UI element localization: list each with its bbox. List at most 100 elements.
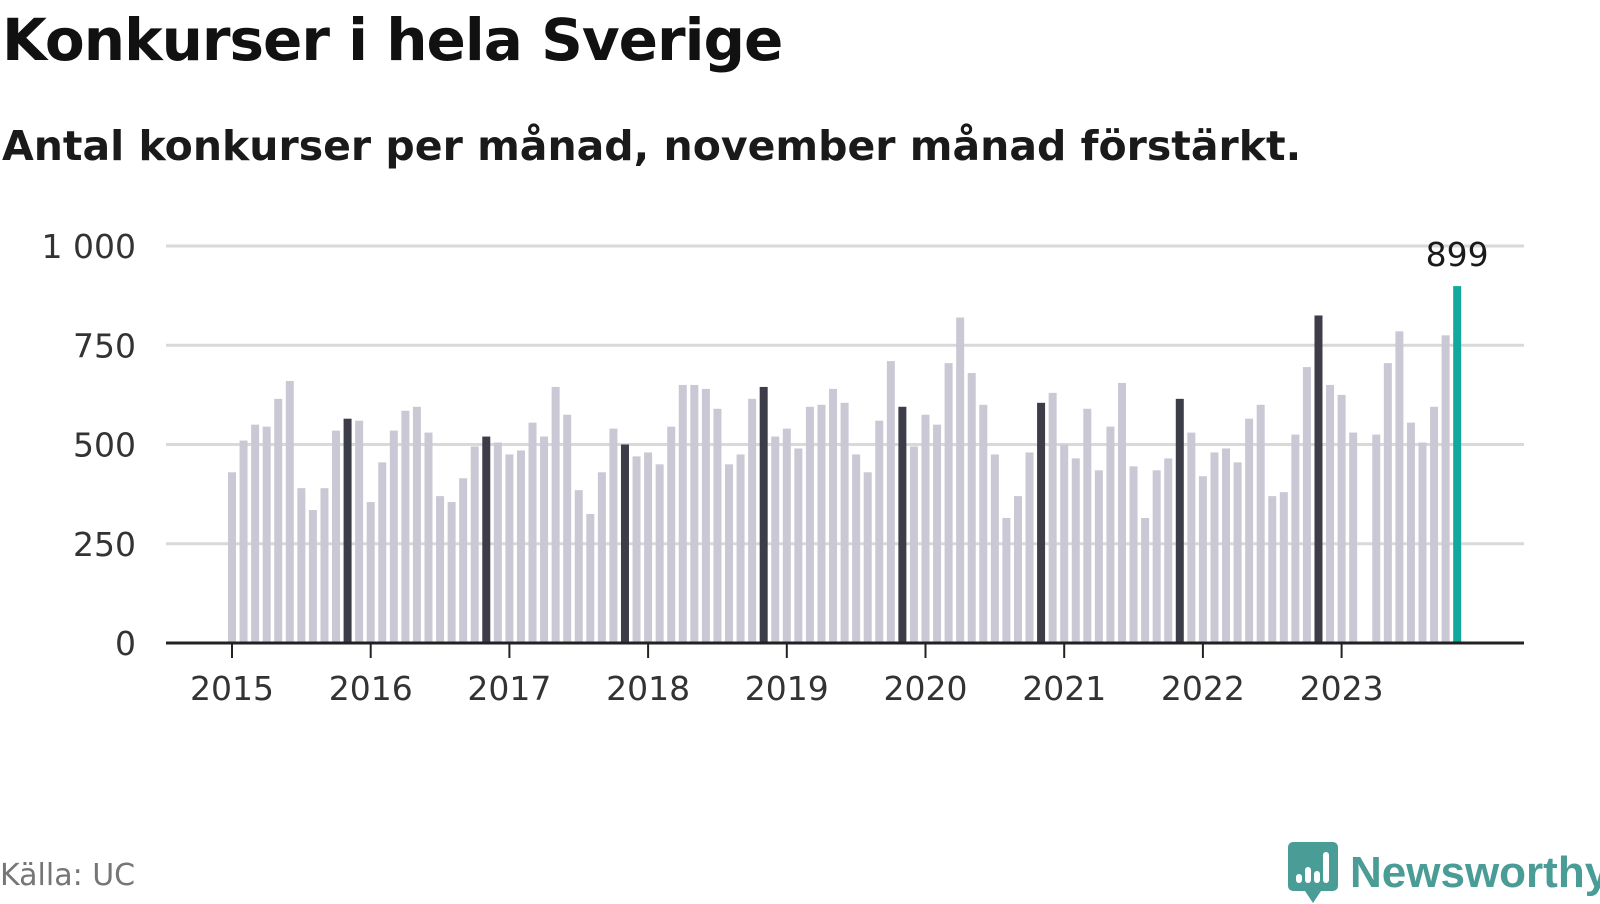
month-bar bbox=[412, 406, 421, 643]
month-bar bbox=[378, 462, 387, 643]
newsworthy-logo-icon bbox=[1288, 842, 1338, 903]
month-bar bbox=[366, 502, 375, 643]
month-bar bbox=[459, 478, 468, 643]
month-bar bbox=[805, 406, 814, 643]
month-bar bbox=[990, 454, 999, 643]
month-bar bbox=[944, 363, 953, 643]
data-labels: 899 bbox=[1426, 235, 1489, 274]
month-bar bbox=[678, 384, 687, 643]
bar-chart: 0 250 500 750 1 000 2015 2016 2017 2018 2019 2020… bbox=[42, 227, 1524, 708]
y-tick-label: 500 bbox=[73, 426, 136, 465]
latest-value-label: 899 bbox=[1426, 235, 1489, 274]
month-bar bbox=[1406, 422, 1415, 643]
month-bar bbox=[921, 414, 930, 643]
brand-logo: Newsworthy bbox=[1288, 842, 1600, 904]
november-bar bbox=[620, 444, 629, 643]
month-bar bbox=[528, 422, 537, 643]
month-bar bbox=[1337, 394, 1346, 644]
month-bar bbox=[667, 426, 676, 643]
month-bar bbox=[632, 456, 641, 643]
month-bar bbox=[1187, 432, 1196, 643]
source-note: Källa: UC bbox=[0, 858, 136, 893]
month-bar bbox=[297, 488, 306, 643]
month-bar bbox=[1071, 458, 1080, 643]
x-tick-label: 2019 bbox=[745, 669, 829, 708]
month-bar bbox=[1060, 444, 1069, 643]
month-bar bbox=[736, 454, 745, 643]
month-bar bbox=[251, 424, 260, 643]
month-bar bbox=[1106, 426, 1115, 643]
month-bar bbox=[470, 446, 479, 643]
month-bar bbox=[1256, 404, 1265, 643]
month-bar bbox=[586, 513, 595, 643]
x-tick-label: 2020 bbox=[884, 669, 968, 708]
month-bar bbox=[1048, 392, 1057, 643]
month-bar bbox=[505, 454, 514, 643]
month-bar bbox=[1349, 432, 1358, 643]
month-bar bbox=[1418, 442, 1427, 643]
november-bar bbox=[1037, 402, 1046, 643]
month-bar bbox=[574, 490, 583, 643]
month-bar bbox=[909, 446, 918, 643]
month-bar bbox=[782, 428, 791, 643]
month-bar bbox=[320, 488, 329, 643]
month-bar bbox=[690, 384, 699, 643]
x-tick-label: 2021 bbox=[1022, 669, 1106, 708]
month-bar bbox=[563, 414, 572, 643]
month-bar bbox=[1430, 406, 1439, 643]
y-tick-label: 0 bbox=[115, 624, 136, 663]
month-bar bbox=[1198, 476, 1207, 643]
x-tick-label: 2017 bbox=[467, 669, 551, 708]
month-bar bbox=[956, 317, 965, 643]
month-bar bbox=[447, 502, 456, 643]
month-bar bbox=[1279, 492, 1288, 643]
month-bar bbox=[725, 464, 734, 643]
month-bar bbox=[875, 420, 884, 643]
month-bar bbox=[1117, 382, 1126, 643]
month-bar bbox=[713, 408, 722, 643]
month-bar bbox=[771, 436, 780, 643]
month-bar bbox=[1152, 470, 1161, 643]
month-bar bbox=[1002, 517, 1011, 643]
chart-subtitle: Antal konkurser per månad, november måna… bbox=[2, 122, 1302, 170]
month-bar bbox=[1129, 466, 1138, 643]
month-bar bbox=[852, 454, 861, 643]
month-bar bbox=[794, 448, 803, 643]
month-bar bbox=[274, 398, 283, 643]
y-tick-label: 1 000 bbox=[42, 227, 136, 266]
month-bar bbox=[1233, 462, 1242, 643]
month-bar bbox=[1383, 363, 1392, 643]
month-bar bbox=[1222, 448, 1231, 643]
november-bar bbox=[1314, 315, 1323, 643]
month-bar bbox=[840, 402, 849, 643]
month-bar bbox=[1083, 408, 1092, 643]
month-bar bbox=[308, 510, 317, 643]
month-bar bbox=[1025, 452, 1034, 643]
x-tick-label: 2015 bbox=[190, 669, 274, 708]
month-bar bbox=[1141, 517, 1150, 643]
november-bar bbox=[343, 418, 352, 643]
x-tick-label: 2022 bbox=[1161, 669, 1245, 708]
month-bar bbox=[332, 430, 341, 643]
month-bar bbox=[863, 472, 872, 643]
month-bar bbox=[239, 440, 248, 643]
month-bar bbox=[829, 388, 838, 643]
y-tick-label: 750 bbox=[73, 326, 136, 365]
month-bar bbox=[436, 496, 445, 643]
month-bar bbox=[355, 420, 364, 643]
y-tick-label: 250 bbox=[73, 525, 136, 564]
month-bar bbox=[655, 464, 664, 643]
month-bar bbox=[1441, 335, 1450, 643]
month-bar bbox=[979, 404, 988, 643]
month-bar bbox=[228, 472, 236, 643]
month-bar bbox=[389, 430, 398, 643]
y-axis-labels: 0 250 500 750 1 000 bbox=[42, 227, 136, 663]
month-bar bbox=[1164, 458, 1173, 643]
month-bar bbox=[540, 436, 549, 643]
latest-bar bbox=[1453, 286, 1462, 643]
month-bar bbox=[493, 442, 502, 643]
month-bar bbox=[1210, 452, 1219, 643]
month-bar bbox=[424, 432, 433, 643]
x-tick-label: 2018 bbox=[606, 669, 690, 708]
november-bar bbox=[898, 406, 907, 643]
